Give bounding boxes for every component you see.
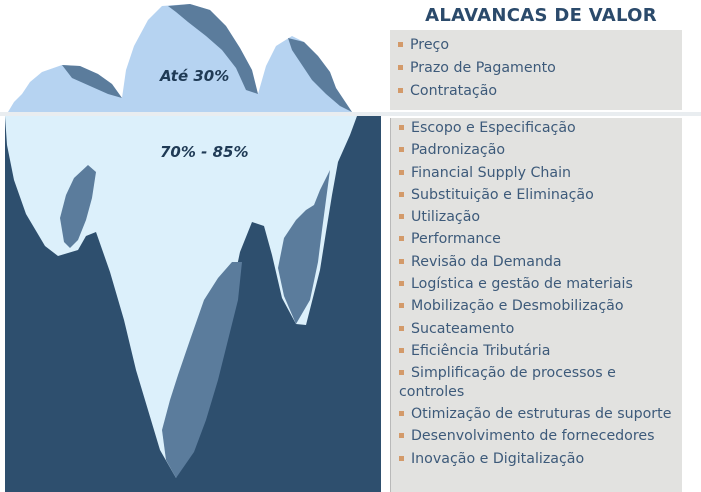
list-item: Contratação xyxy=(398,82,676,101)
bullet-icon xyxy=(399,258,404,264)
list-item: Financial Supply Chain xyxy=(399,164,676,183)
list-item: Escopo e Especificação xyxy=(399,119,676,138)
bullet-icon xyxy=(399,147,404,153)
peak-shadow-center xyxy=(168,4,258,94)
list-item: Logística e gestão de materiais xyxy=(399,275,676,294)
list-item: Sucateamento xyxy=(399,320,676,339)
list-item: Utilização xyxy=(399,208,676,227)
bullet-icon xyxy=(399,236,404,242)
list-item: Prazo de Pagamento xyxy=(398,59,676,78)
bullet-icon xyxy=(398,88,403,93)
ice-shadow-right xyxy=(278,170,330,324)
list-item: Desenvolvimento de fornecedores xyxy=(399,427,676,446)
bullet-icon xyxy=(399,370,404,376)
levers-below-list: Escopo e Especificação Padronização Fina… xyxy=(399,119,676,468)
bullet-icon xyxy=(399,281,404,287)
bullet-icon xyxy=(399,303,404,309)
bullet-icon xyxy=(399,347,404,353)
list-item: Revisão da Demanda xyxy=(399,253,676,272)
list-item: Padronização xyxy=(399,141,676,160)
list-item: Otimização de estruturas de suporte xyxy=(399,405,676,424)
list-item: Eficiência Tributária xyxy=(399,342,676,361)
peak-shadow-right xyxy=(288,38,352,112)
waterline xyxy=(0,112,701,116)
above-water-percentage: Até 30% xyxy=(160,67,230,85)
list-item: Mobilização e Desmobilização xyxy=(399,297,676,316)
bullet-icon xyxy=(398,65,403,70)
list-item: Preço xyxy=(398,36,676,55)
bullet-icon xyxy=(399,169,404,175)
bullet-icon xyxy=(399,125,404,130)
bullet-icon xyxy=(399,455,404,461)
bullet-icon xyxy=(399,325,404,331)
page-title: ALAVANCAS DE VALOR xyxy=(425,5,657,26)
levers-above-list: Preço Prazo de Pagamento Contratação xyxy=(398,36,676,101)
bullet-icon xyxy=(398,42,403,47)
levers-below-panel: Escopo e Especificação Padronização Fina… xyxy=(390,118,682,492)
bullet-icon xyxy=(399,191,404,197)
underwater-ice xyxy=(5,116,357,478)
bullet-icon xyxy=(399,411,404,417)
ice-shadow-left xyxy=(60,165,96,248)
ice-shadow-center xyxy=(162,262,242,478)
bullet-icon xyxy=(399,433,404,439)
below-water-percentage: 70% - 85% xyxy=(160,143,249,161)
list-item: Substituição e Eliminação xyxy=(399,186,676,205)
levers-above-panel: Preço Prazo de Pagamento Contratação xyxy=(390,30,682,110)
bullet-icon xyxy=(399,214,404,220)
list-item: Performance xyxy=(399,230,676,249)
list-item: Simplificação de processos e controles xyxy=(399,365,616,400)
list-item: Inovação e Digitalização xyxy=(399,450,676,469)
peak-shadow-left xyxy=(62,65,122,98)
